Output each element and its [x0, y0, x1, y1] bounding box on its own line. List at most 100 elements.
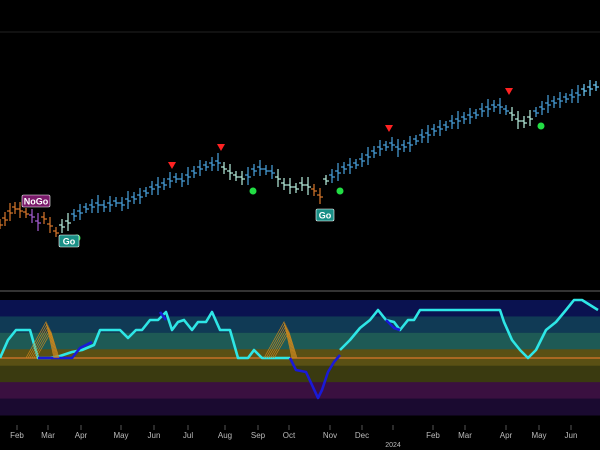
price-bars [0, 80, 599, 237]
price-bar [491, 100, 497, 112]
price-bar [365, 147, 371, 165]
price-bar [443, 121, 449, 131]
badge-label: Go [319, 211, 332, 221]
price-bar [167, 172, 173, 188]
go-badge-2[interactable]: Go [315, 208, 335, 222]
price-bar [0, 219, 3, 229]
oscillator-zone-5 [0, 382, 600, 400]
price-bar [449, 115, 455, 129]
price-bar [221, 162, 227, 174]
price-bar [479, 103, 485, 117]
price-bar [101, 200, 107, 212]
price-bar [419, 129, 425, 143]
price-bar [161, 178, 167, 190]
price-bar [461, 112, 467, 124]
price-bar [173, 173, 179, 183]
go-signal-dot [249, 187, 257, 195]
x-tick-label: May [113, 431, 128, 440]
price-bar [149, 181, 155, 195]
price-bar [389, 137, 395, 151]
price-bar [521, 116, 527, 128]
go-badge-1[interactable]: Go [58, 234, 80, 248]
price-bar [41, 212, 47, 224]
price-bar [137, 188, 143, 204]
price-bar [467, 108, 473, 124]
x-axis: Feb Mar Apr May Jun Jul Aug Sep Oct Nov Dec 2024 Feb… [10, 425, 577, 449]
price-bar [575, 85, 581, 103]
oscillator-line-segment [288, 354, 341, 400]
sell-triangle-icon [217, 144, 225, 151]
price-bar [35, 213, 41, 231]
price-bar [527, 110, 533, 126]
price-bar [179, 173, 185, 187]
price-bar [125, 191, 131, 209]
price-bar [155, 177, 161, 195]
price-bar [437, 120, 443, 136]
price-bar [77, 204, 83, 220]
price-bar [509, 107, 515, 121]
price-bar [557, 92, 563, 108]
price-bar [53, 227, 59, 237]
price-bar [455, 111, 461, 129]
momentum-cluster-icon [25, 321, 60, 359]
x-tick-label: Apr [500, 431, 513, 440]
price-bar [341, 162, 347, 174]
go-signal-dot [336, 187, 344, 195]
price-bar [197, 160, 203, 176]
oscillator-zone-6 [0, 398, 600, 416]
price-bar [371, 146, 377, 158]
x-tick-label: Feb [426, 431, 440, 440]
x-tick-label: Apr [75, 431, 88, 440]
price-bar [269, 165, 275, 179]
price-bar [251, 164, 257, 176]
price-bar [299, 177, 305, 191]
sell-triangle-icon [505, 88, 513, 95]
x-tick-label: Mar [41, 431, 55, 440]
price-bar [311, 184, 317, 196]
nogo-badge[interactable]: NoGo [21, 194, 51, 208]
price-bar [581, 84, 587, 96]
price-bar [203, 161, 209, 171]
price-bar [473, 109, 479, 119]
price-bar [107, 196, 113, 212]
price-bar [533, 107, 539, 117]
price-bar [335, 163, 341, 181]
price-bar [587, 80, 593, 96]
price-bar [407, 136, 413, 152]
price-bar [293, 183, 299, 193]
price-bar [377, 140, 383, 156]
price-bar [185, 167, 191, 185]
x-tick-label: Feb [10, 431, 24, 440]
price-bar [497, 98, 503, 114]
price-bar [2, 212, 8, 226]
oscillator-lines [0, 298, 599, 400]
x-tick-label: Nov [323, 431, 337, 440]
price-bar [551, 96, 557, 108]
price-bar [143, 187, 149, 197]
price-bar [263, 165, 269, 175]
price-bar [257, 160, 263, 176]
oscillator-line-segment [158, 311, 168, 321]
x-tick-label: Jun [565, 431, 578, 440]
price-bar [17, 202, 23, 218]
price-bar [431, 124, 437, 136]
oscillator-zone-4 [0, 365, 600, 383]
price-bar [383, 141, 389, 151]
price-bar [425, 125, 431, 143]
price-bar [275, 169, 281, 187]
price-bar [485, 99, 491, 117]
signal-badges: NoGo Go Go [21, 194, 335, 248]
price-bar [95, 195, 101, 213]
x-tick-label: May [531, 431, 546, 440]
x-tick-label: Aug [218, 431, 232, 440]
price-bar [29, 209, 35, 223]
price-bar [563, 93, 569, 103]
price-bar [569, 89, 575, 103]
price-bar [131, 192, 137, 204]
price-bar [287, 178, 293, 194]
price-bar [245, 167, 251, 185]
price-bar [59, 219, 65, 233]
sell-triangle-icon [385, 125, 393, 132]
x-tick-label: Oct [283, 431, 296, 440]
go-signal-dot [537, 122, 545, 130]
